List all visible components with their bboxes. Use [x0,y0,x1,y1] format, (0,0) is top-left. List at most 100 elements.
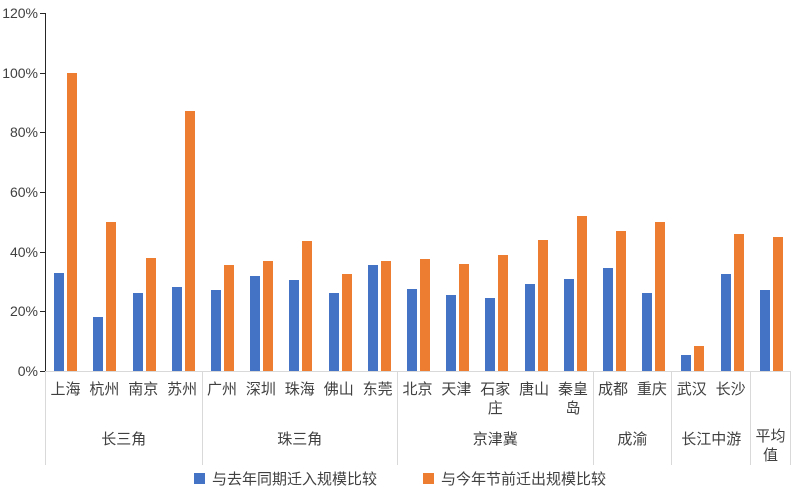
bar-migration-out [263,260,274,371]
city-label: 秦皇岛 [558,381,589,417]
bar-pair-唐山 [517,13,556,371]
y-axis-line [45,13,46,375]
legend-item-migration-in: 与去年同期迁入规模比较 [193,468,377,489]
bar-migration-out [302,241,313,371]
bar-pair-杭州 [85,13,124,371]
bar-pair-秦皇岛 [556,13,595,371]
y-axis-label: 120% [2,5,38,21]
city-label: 上海 [50,381,81,398]
city-label: 天津 [441,381,472,398]
bar-migration-in [406,288,417,371]
plot-group-长三角 [46,13,203,371]
region-label: 京津冀 [472,431,518,448]
bar-pair-广州 [203,13,242,371]
bar-migration-in [289,280,300,371]
bar-migration-in [759,290,770,371]
bar-pair-南京 [124,13,163,371]
legend: 与去年同期迁入规模比较 与今年节前迁出规模比较 [0,468,800,489]
city-label: 珠海 [284,381,315,398]
city-label: 佛山 [323,381,354,398]
bar-pair-深圳 [242,13,281,371]
city-label: 南京 [128,381,159,398]
city-label-row: 武汉 长沙 [672,372,750,428]
city-label: 深圳 [245,381,276,398]
city-label: 杭州 [89,381,120,398]
band-group-珠三角: 广州 深圳 珠海 佛山 东莞珠三角 [201,372,397,465]
city-label: 重庆 [636,381,667,398]
city-label: 长沙 [715,381,746,398]
band-group-成渝: 成都 重庆成渝 [592,372,672,465]
plot-group-长江中游 [673,13,751,371]
city-label: 成都 [597,381,628,398]
bar-migration-out [459,263,470,371]
city-label: 武汉 [676,381,707,398]
bar-migration-in [54,272,65,371]
city-label: 北京 [402,381,433,398]
bar-migration-out [537,239,548,371]
region-label: 成渝 [617,431,648,448]
city-label-row [751,372,790,425]
y-axis-tick [40,132,45,134]
bar-migration-out [772,236,783,371]
legend-label-migration-in: 与去年同期迁入规模比较 [211,471,377,488]
region-label: 平均值 [755,428,786,464]
bar-migration-in [524,284,535,371]
bar-migration-in [250,275,261,371]
plot-area [46,13,791,371]
bar-pair-上海 [46,13,85,371]
band-group-长江中游: 武汉 长沙长江中游 [671,372,750,465]
band-group-京津冀: 北京 天津 石家庄 唐山 秦皇岛京津冀 [397,372,592,465]
bar-pair-平均值 [752,13,791,371]
y-axis-label: 40% [9,243,38,260]
city-label: 广州 [207,381,238,398]
y-axis-label: 20% [9,303,38,320]
bar-migration-in [642,293,653,371]
bar-pair-武汉 [673,13,712,371]
bar-migration-in [681,354,692,371]
bar-migration-in [210,290,221,371]
y-axis-label: 60% [9,184,38,200]
city-label: 苏州 [167,381,198,398]
y-axis-tick [40,13,45,14]
bar-migration-out [498,254,509,371]
bar-migration-out [616,230,627,371]
bar-migration-in [171,287,182,371]
band-group-平均值: 平均值 [750,372,790,465]
city-label: 石家庄 [480,381,511,417]
city-label [751,372,790,425]
bar-migration-in [563,278,574,371]
y-axis-label: 100% [2,64,38,81]
legend-swatch-orange-icon [423,473,434,484]
y-axis-tick [40,72,45,74]
plot-group-成渝 [595,13,673,371]
city-label-row: 北京 天津 石家庄 唐山 秦皇岛 [398,372,592,428]
legend-label-migration-out: 与今年节前迁出规模比较 [441,471,607,488]
legend-swatch-blue-icon [193,473,205,484]
bar-pair-珠海 [281,13,320,371]
bar-migration-in [328,293,339,371]
region-label: 长江中游 [681,431,742,448]
y-axis-tick [40,251,45,253]
bar-pair-石家庄 [477,13,516,371]
y-axis-label: 80% [9,124,38,141]
bar-migration-in [603,268,614,371]
bar-pair-重庆 [634,13,673,371]
region-label: 珠三角 [277,431,323,448]
city-label: 东莞 [362,381,393,398]
bar-pair-苏州 [164,13,203,371]
bar-pair-东莞 [360,13,399,371]
region-label: 长三角 [101,431,147,448]
x-axis-label-band: 上海 杭州 南京 苏州 长三角 广州 深圳 珠海 佛山 东莞 珠三角 北京 天津 石家庄 唐山 秦皇岛 京津冀成… [45,371,791,465]
bar-migration-out [655,221,666,371]
y-axis-label: 0% [17,363,38,379]
bar-migration-in [132,293,143,371]
bar-pair-长沙 [713,13,752,371]
city-label-row: 上海 杭州 南京 苏州 [46,372,202,428]
bar-migration-out [67,72,78,371]
plot-group-平均值 [752,13,791,371]
bar-migration-in [485,297,496,371]
y-axis-tick [40,192,45,193]
city-label-row: 成都 重庆 [594,372,672,428]
bar-migration-in [367,265,378,371]
